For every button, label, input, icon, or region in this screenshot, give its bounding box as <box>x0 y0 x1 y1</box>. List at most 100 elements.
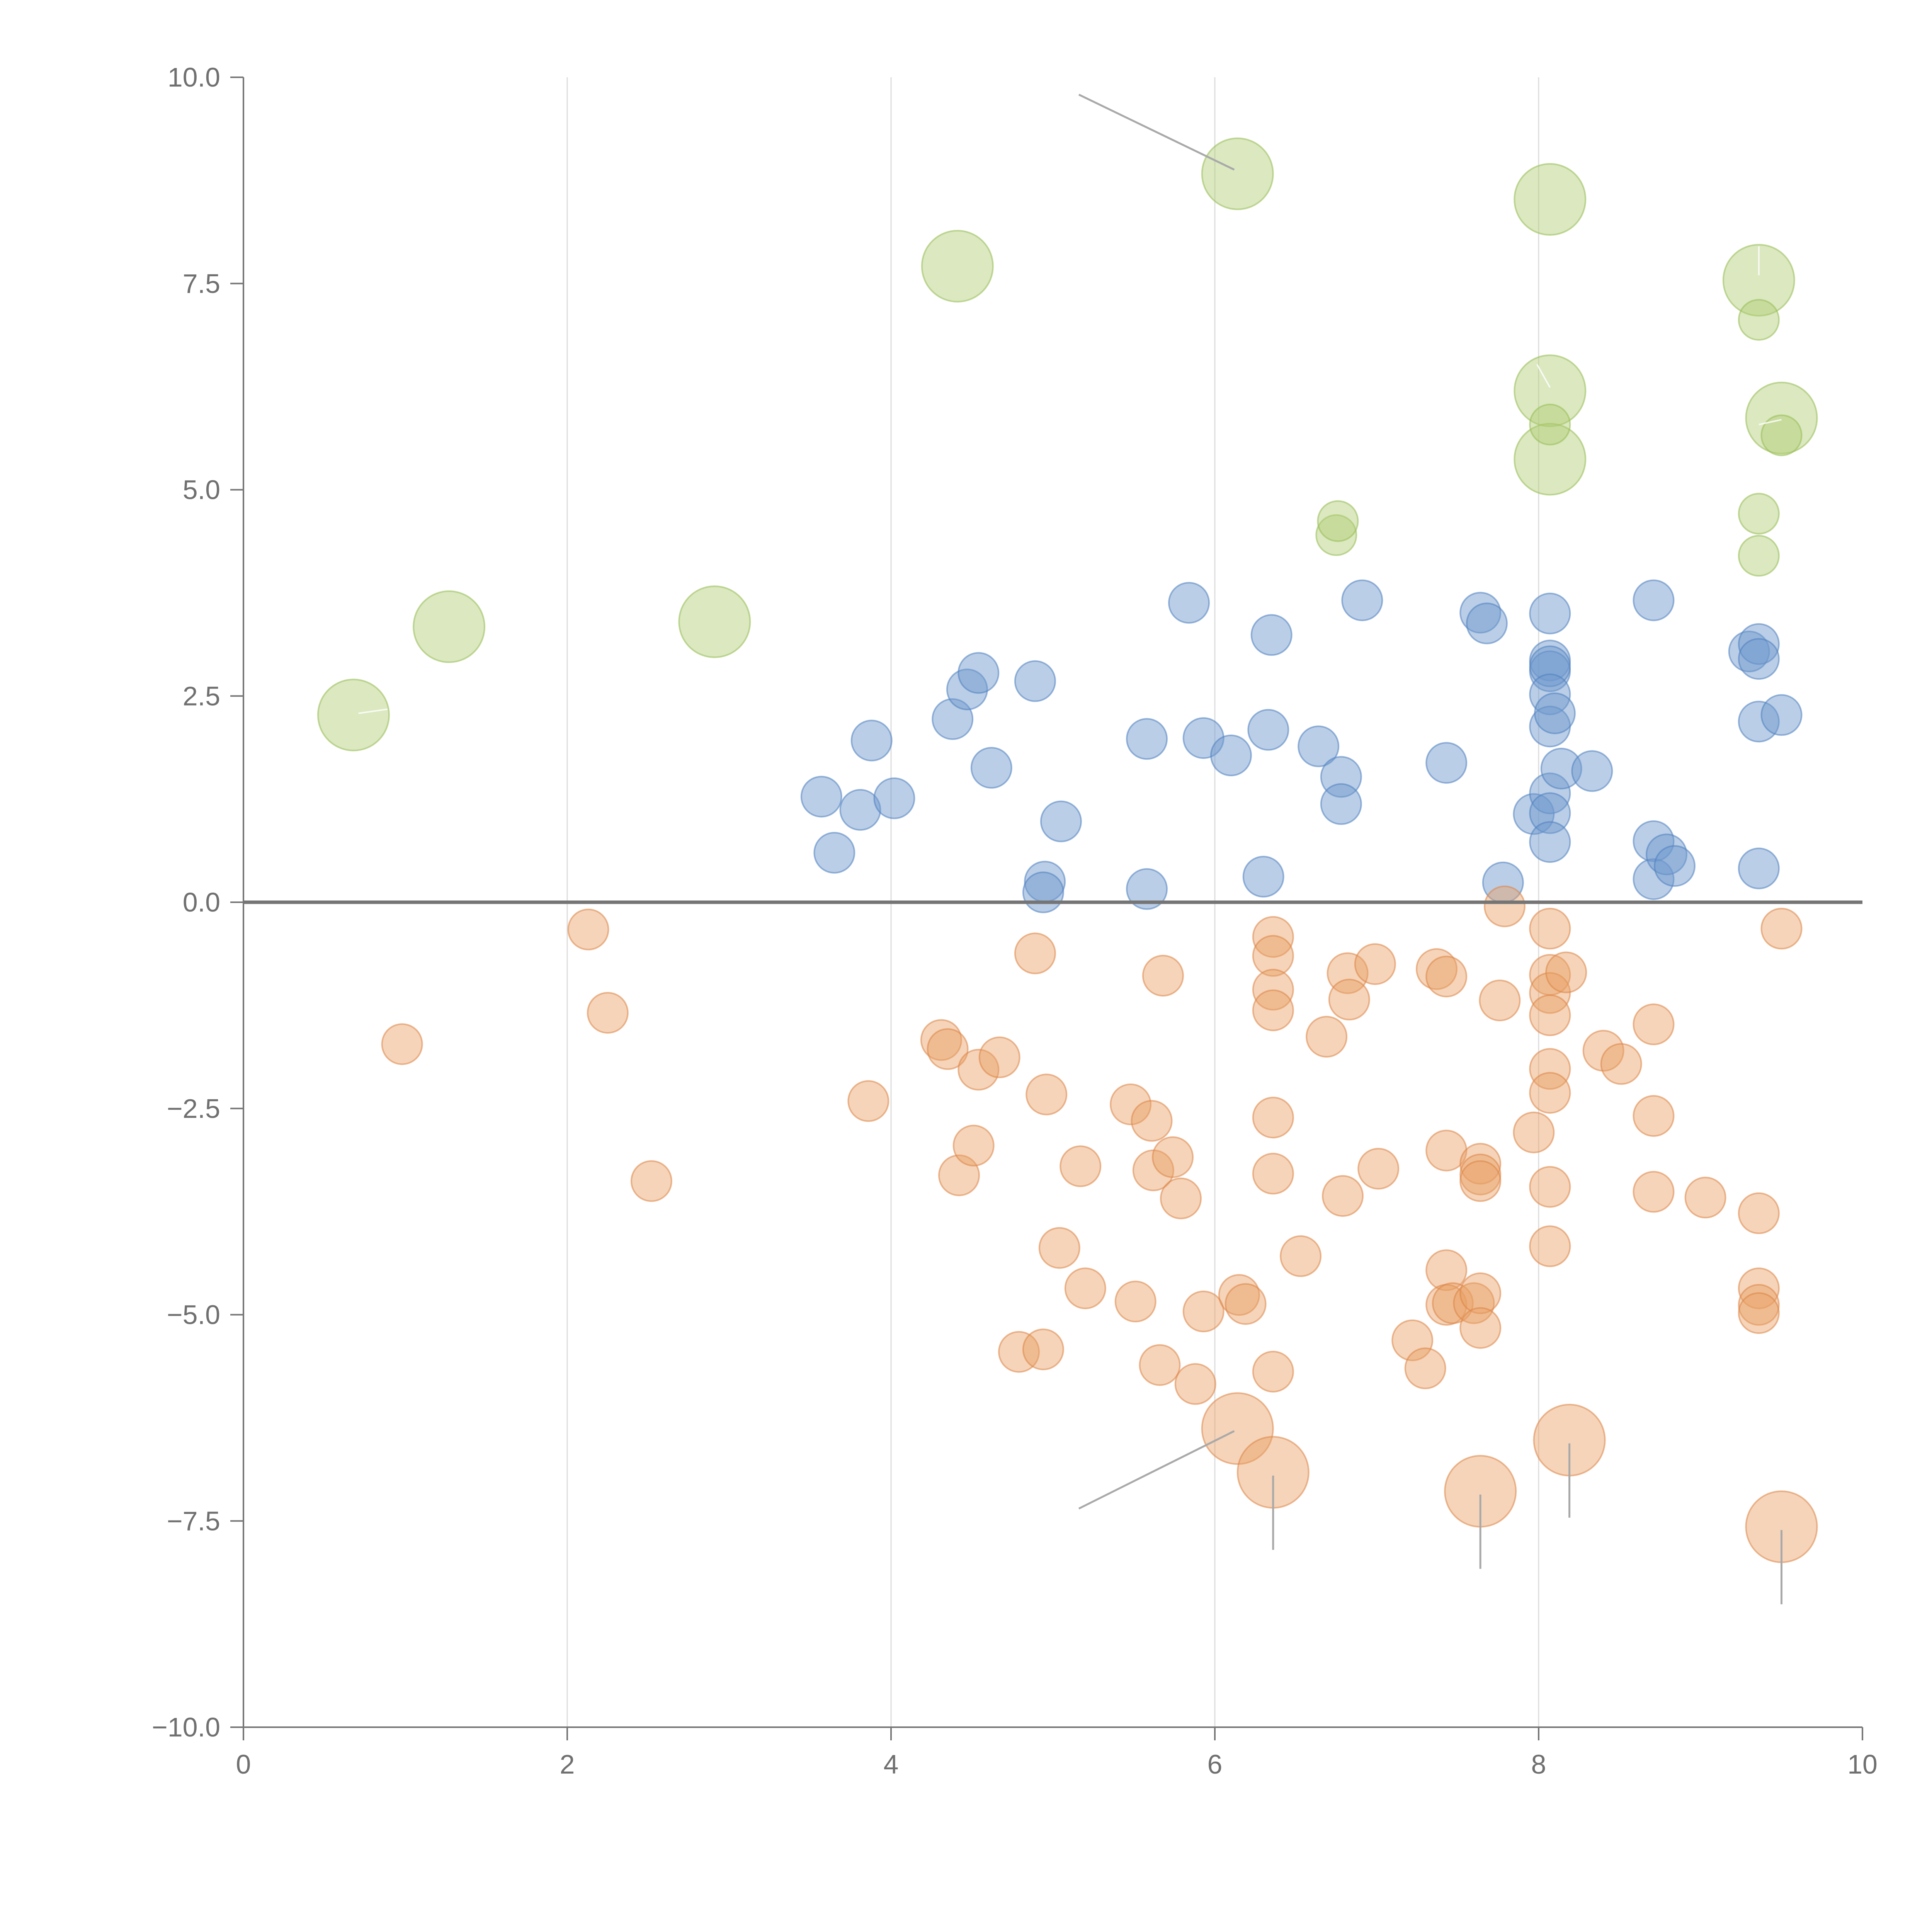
highlight-large-point-3-2 <box>678 585 751 658</box>
positive-small-point-0-8 <box>970 747 1012 789</box>
annotation-lines <box>243 94 1862 1604</box>
negative-small-point-1-30 <box>1252 916 1294 958</box>
positive-small-point-0-11 <box>1022 871 1064 913</box>
positive-small-point-0-39 <box>1529 821 1571 863</box>
negative-small-point-1-1 <box>567 908 609 951</box>
positive-small-point-0-50 <box>1738 701 1780 743</box>
negative-small-point-1-31 <box>1252 935 1294 977</box>
positive-small-point-0-26 <box>1459 592 1502 634</box>
y-tick-label: −5.0 <box>167 1300 220 1330</box>
negative-small-point-1-67 <box>1529 1166 1571 1208</box>
negative-small-point-1-11 <box>998 1331 1040 1373</box>
highlight-small-point-4-6 <box>1760 414 1803 456</box>
y-tick-label: 0.0 <box>183 887 220 917</box>
negative-small-point-1-47 <box>1425 956 1468 998</box>
negative-small-point-1-75 <box>1684 1177 1726 1219</box>
positive-small-point-0-19 <box>1247 709 1289 751</box>
y-tick-label: 10.0 <box>168 62 220 92</box>
negative-small-point-1-20 <box>1131 1100 1173 1142</box>
positive-small-point-0-38 <box>1529 792 1571 834</box>
negative-small-point-1-24 <box>1152 1136 1194 1178</box>
negative-small-point-1-79 <box>1738 1292 1780 1334</box>
positive-small-point-0-42 <box>1633 579 1675 621</box>
negative-small-point-1-69 <box>1545 951 1587 993</box>
positive-small-point-0-7 <box>957 652 1000 694</box>
highlight-large-point-3-4 <box>1201 137 1274 210</box>
negative-small-point-1-13 <box>1022 1328 1064 1371</box>
negative-small-point-1-0 <box>381 1023 423 1065</box>
negative-small-point-1-43 <box>1357 1148 1400 1190</box>
positive-small-point-0-27 <box>1466 602 1508 645</box>
positive-small-point-0-2 <box>839 789 881 831</box>
highlight-large-point-3-7 <box>1514 423 1587 496</box>
positive-small-point-0-31 <box>1529 639 1571 682</box>
negative-small-point-1-59 <box>1484 885 1526 927</box>
y-tick-label: −10.0 <box>152 1712 220 1742</box>
positive-small-point-0-43 <box>1633 820 1675 862</box>
negative-small-point-1-23 <box>1142 955 1184 997</box>
positive-small-point-0-44 <box>1633 858 1675 900</box>
positive-small-point-0-52 <box>1738 847 1780 889</box>
positive-small-point-0-40 <box>1540 748 1582 790</box>
negative-small-point-1-65 <box>1529 1048 1571 1090</box>
negative-small-point-1-71 <box>1600 1043 1642 1085</box>
positive-small-point-0-20 <box>1250 614 1293 656</box>
negative-small-point-1-63 <box>1529 972 1571 1014</box>
negative-small-point-1-14 <box>1026 1073 1068 1116</box>
negative-small-point-1-42 <box>1354 943 1396 985</box>
data-points <box>317 137 1818 1563</box>
positive-small-point-0-48 <box>1738 623 1780 665</box>
negative-small-point-1-33 <box>1252 989 1294 1031</box>
negative-small-point-1-4 <box>847 1080 889 1122</box>
inner-line-1 <box>1536 364 1551 388</box>
positive-small-point-0-30 <box>1529 592 1571 634</box>
negative-small-point-1-77 <box>1738 1267 1780 1310</box>
negative-small-point-1-48 <box>1425 1129 1468 1172</box>
x-tick-label: 10 <box>1847 1749 1878 1779</box>
positive-small-point-0-14 <box>1126 868 1168 910</box>
x-tick-label: 0 <box>236 1749 251 1779</box>
negative-small-point-1-70 <box>1582 1030 1624 1072</box>
positive-small-point-0-9 <box>1014 660 1056 702</box>
negative-small-point-1-18 <box>1110 1083 1152 1126</box>
negative-small-point-1-58 <box>1479 980 1521 1022</box>
positive-small-point-0-15 <box>1168 582 1210 624</box>
highlight-small-point-4-0 <box>1315 514 1357 556</box>
positive-small-point-0-0 <box>800 776 842 818</box>
y-tick-label: 7.5 <box>183 269 220 299</box>
positive-small-point-0-16 <box>1182 717 1225 759</box>
positive-small-point-0-3 <box>850 719 893 762</box>
negative-small-point-1-8 <box>952 1124 995 1167</box>
positive-small-point-0-36 <box>1534 692 1576 735</box>
leader-line-1 <box>1078 1430 1235 1510</box>
positive-small-point-0-1 <box>813 832 855 874</box>
negative-small-point-1-38 <box>1306 1016 1348 1058</box>
highlight-small-point-4-4 <box>1738 493 1780 535</box>
positive-small-point-0-13 <box>1126 718 1168 760</box>
negative-small-point-1-44 <box>1391 1319 1434 1361</box>
highlight-large-point-3-8 <box>1722 244 1795 317</box>
negative-small-point-1-57 <box>1459 1307 1502 1349</box>
negative-small-point-1-66 <box>1529 1072 1571 1114</box>
negative-small-point-1-80 <box>1760 908 1803 950</box>
positive-small-point-0-25 <box>1425 742 1468 784</box>
positive-small-point-0-49 <box>1738 638 1780 680</box>
positive-small-point-0-18 <box>1242 855 1284 898</box>
positive-small-point-0-45 <box>1646 833 1687 876</box>
highlight-large-point-3-0 <box>317 679 390 752</box>
negative-large-point-2-0 <box>1201 1392 1274 1465</box>
y-tick-label: 2.5 <box>183 681 220 711</box>
negative-small-point-1-36 <box>1252 1350 1294 1393</box>
highlight-small-point-4-2 <box>1529 403 1571 446</box>
highlight-large-point-3-5 <box>1514 163 1587 236</box>
negative-small-point-1-6 <box>927 1028 969 1070</box>
positive-small-point-0-41 <box>1571 750 1613 792</box>
negative-small-point-1-64 <box>1529 994 1571 1036</box>
positive-small-point-0-12 <box>1040 800 1082 842</box>
inner-line-3 <box>1759 419 1782 425</box>
positive-small-point-0-21 <box>1298 725 1340 767</box>
y-tick-label: −2.5 <box>167 1094 220 1124</box>
highlight-large-point-3-6 <box>1514 354 1587 427</box>
negative-small-point-1-25 <box>1160 1177 1202 1219</box>
